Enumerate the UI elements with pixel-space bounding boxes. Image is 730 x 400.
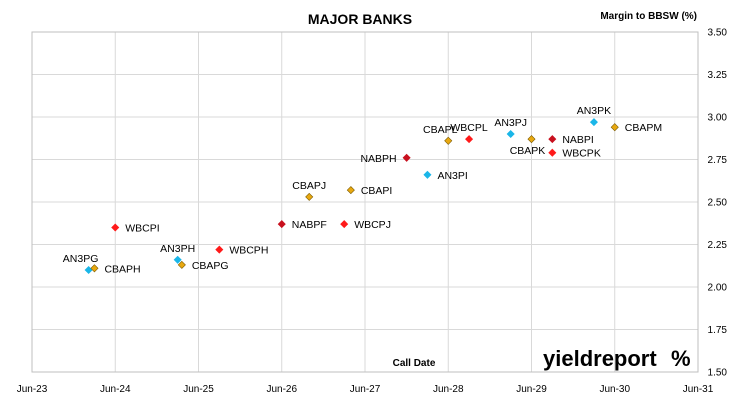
data-point-marker <box>527 135 536 144</box>
data-point-marker <box>423 170 432 179</box>
y-axis-ticks: 1.50 1.75 2.00 2.25 2.50 2.75 3.00 3.25 3.50 <box>708 28 728 379</box>
x-tick-label: Jun-31 <box>683 384 714 395</box>
data-point-label: NABPH <box>360 153 396 165</box>
y-tick-label: 1.75 <box>708 325 728 336</box>
data-point-label: AN3PI <box>437 170 467 182</box>
y-axis-label: Margin to BBSW (%) <box>600 11 697 22</box>
grid <box>31 31 699 373</box>
data-point-label: NABPF <box>292 219 327 231</box>
data-point-label: WBCPH <box>229 245 268 257</box>
data-point-marker <box>177 260 186 269</box>
x-tick-label: Jun-26 <box>266 384 297 395</box>
data-point-marker <box>215 245 224 254</box>
x-tick-label: Jun-24 <box>100 384 131 395</box>
data-point-marker <box>111 223 120 232</box>
data-point-marker <box>173 255 182 264</box>
data-point-label: AN3PH <box>160 243 195 255</box>
y-tick-label: 2.50 <box>708 198 728 209</box>
data-point-label: WBCPI <box>125 223 159 235</box>
watermark-symbol: % <box>671 346 691 371</box>
data-point-marker <box>402 153 411 162</box>
data-point-label: NABPI <box>562 134 594 146</box>
data-point-marker <box>506 129 515 139</box>
x-axis-label: Call Date <box>393 358 436 369</box>
data-point-marker <box>340 220 349 229</box>
data-point-label: CBAPK <box>510 145 546 157</box>
data-point-label: WBCPK <box>562 148 601 160</box>
y-tick-label: 1.50 <box>708 368 728 379</box>
x-tick-label: Jun-25 <box>183 384 214 395</box>
data-point-label: CBAPH <box>104 263 140 275</box>
data-point-label: AN3PJ <box>494 117 527 129</box>
data-point-marker <box>277 220 286 229</box>
data-point-marker <box>444 136 453 145</box>
data-point-marker <box>548 148 557 157</box>
y-tick-label: 3.50 <box>708 28 728 39</box>
x-tick-label: Jun-28 <box>433 384 464 395</box>
plot-area <box>31 31 699 373</box>
y-tick-label: 3.00 <box>708 113 728 124</box>
data-point-label: CBAPM <box>625 122 662 134</box>
y-tick-label: 3.25 <box>708 70 728 81</box>
data-point-marker <box>589 118 598 127</box>
x-tick-label: Jun-29 <box>516 384 547 395</box>
x-tick-label: Jun-23 <box>17 384 48 395</box>
y-tick-label: 2.00 <box>708 283 728 294</box>
data-point-marker <box>548 135 557 144</box>
data-point-marker <box>610 123 619 132</box>
y-tick-label: 2.25 <box>708 240 728 251</box>
data-point-label: AN3PG <box>63 253 99 265</box>
data-point-label: WBCPJ <box>354 219 391 231</box>
data-point-label: CBAPL <box>423 124 458 136</box>
watermark-text: yieldreport <box>543 346 657 371</box>
data-point-marker <box>465 135 474 144</box>
data-point-label: CBAPI <box>361 185 393 197</box>
chart-title: MAJOR BANKS <box>308 11 412 27</box>
data-point-marker <box>84 265 93 275</box>
data-point-label: WBCPL <box>450 122 488 134</box>
data-point-marker <box>346 186 355 195</box>
data-point-marker <box>90 264 99 273</box>
data-point-marker <box>305 192 314 201</box>
x-axis-ticks: Jun-23 Jun-24 Jun-25 Jun-26 Jun-27 Jun-28 Jun-… <box>17 384 714 395</box>
watermark-logo: yieldreport % <box>543 346 691 371</box>
data-point-label: AN3PK <box>577 105 611 117</box>
y-tick-label: 2.75 <box>708 155 728 166</box>
x-tick-label: Jun-30 <box>599 384 630 395</box>
x-tick-label: Jun-27 <box>350 384 381 395</box>
data-point-label: CBAPJ <box>292 180 326 192</box>
data-point-label: CBAPG <box>192 260 229 272</box>
